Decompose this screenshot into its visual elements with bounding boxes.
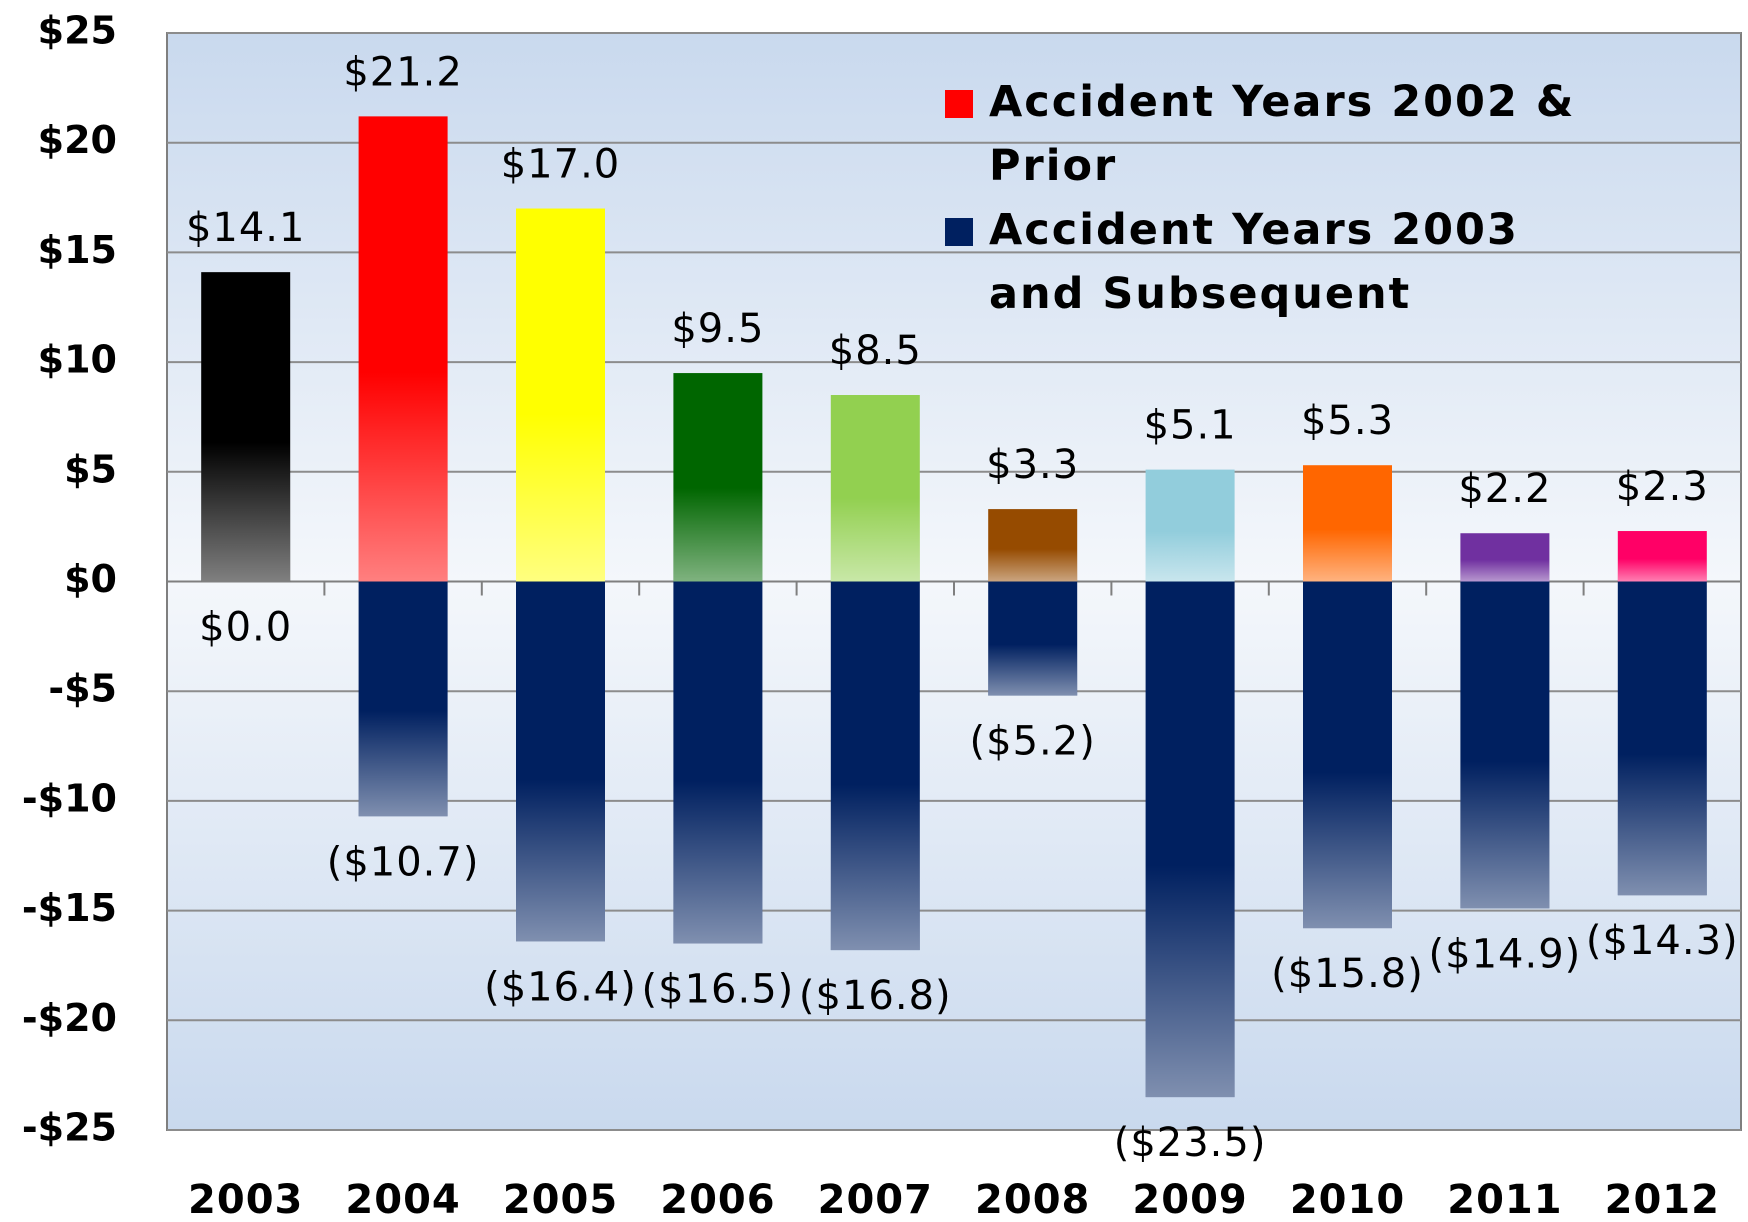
value-label: $9.5 xyxy=(671,306,764,352)
legend-label: Accident Years 2002 & Prior xyxy=(989,77,1576,191)
x-tick-label: 2003 xyxy=(188,1177,303,1222)
bar xyxy=(516,581,605,942)
bar xyxy=(516,208,605,582)
y-tick-label: -$10 xyxy=(22,776,117,820)
x-tick-label: 2008 xyxy=(975,1177,1090,1222)
x-tick-label: 2007 xyxy=(818,1177,933,1222)
value-label: ($15.8) xyxy=(1271,951,1424,997)
value-label: $0.0 xyxy=(199,605,292,651)
value-label: $2.3 xyxy=(1616,464,1709,510)
value-label: $2.2 xyxy=(1458,466,1551,512)
bar xyxy=(1617,531,1707,582)
legend-label: Accident Years 2003 and Subsequent xyxy=(989,205,1519,319)
bar xyxy=(1145,469,1235,582)
bar xyxy=(1617,581,1707,896)
bar xyxy=(830,395,920,582)
bar xyxy=(830,581,920,951)
bar xyxy=(673,373,763,582)
y-tick-label: -$25 xyxy=(22,1106,117,1150)
value-label: $8.5 xyxy=(829,328,922,374)
x-tick-label: 2009 xyxy=(1132,1177,1247,1222)
legend-entry: Accident Years 2003 and Subsequent xyxy=(945,198,1735,326)
x-tick-label: 2012 xyxy=(1605,1177,1720,1222)
legend-entry: Accident Years 2002 & Prior xyxy=(945,70,1735,198)
value-label: ($10.7) xyxy=(327,839,480,885)
bar xyxy=(988,581,1078,696)
bar xyxy=(1303,581,1392,929)
bar xyxy=(1145,581,1235,1098)
value-label: ($16.8) xyxy=(799,973,952,1019)
bar xyxy=(1303,465,1392,582)
bar xyxy=(358,581,448,817)
value-label: ($14.3) xyxy=(1586,918,1739,964)
value-label: $5.3 xyxy=(1301,398,1394,444)
bar xyxy=(358,116,448,582)
value-label: ($23.5) xyxy=(1114,1120,1267,1166)
y-tick-label: $10 xyxy=(38,338,117,382)
bar xyxy=(988,509,1078,582)
y-tick-label: -$5 xyxy=(48,667,117,711)
y-tick-label: -$20 xyxy=(22,996,117,1040)
y-tick-label: $20 xyxy=(38,118,117,162)
value-label: $14.1 xyxy=(186,205,306,251)
bar xyxy=(1460,581,1550,909)
y-tick-label: -$15 xyxy=(22,886,117,930)
x-tick-label: 2004 xyxy=(345,1177,460,1222)
bar xyxy=(1460,533,1550,582)
y-tick-label: $0 xyxy=(64,557,117,601)
legend-box: Accident Years 2002 & Prior Accident Year… xyxy=(945,70,1735,326)
bar xyxy=(673,581,763,944)
value-label: ($16.4) xyxy=(484,964,637,1010)
legend-swatch xyxy=(945,218,973,246)
x-tick-label: 2010 xyxy=(1290,1177,1405,1222)
x-tick-label: 2005 xyxy=(503,1177,618,1222)
value-label: ($14.9) xyxy=(1429,931,1582,977)
value-label: $5.1 xyxy=(1144,403,1237,449)
legend: Accident Years 2002 & Prior Accident Year… xyxy=(945,70,1735,326)
value-label: ($5.2) xyxy=(970,719,1096,765)
value-label: ($16.5) xyxy=(642,967,795,1013)
y-tick-label: $5 xyxy=(64,447,117,491)
x-tick-label: 2006 xyxy=(660,1177,775,1222)
legend-swatch xyxy=(945,90,973,118)
x-tick-label: 2011 xyxy=(1447,1177,1562,1222)
y-tick-label: $15 xyxy=(38,228,117,272)
value-label: $17.0 xyxy=(501,142,621,188)
bar xyxy=(201,272,291,582)
value-label: $3.3 xyxy=(986,442,1079,488)
y-tick-label: $25 xyxy=(38,9,117,53)
value-label: $21.2 xyxy=(343,49,463,95)
